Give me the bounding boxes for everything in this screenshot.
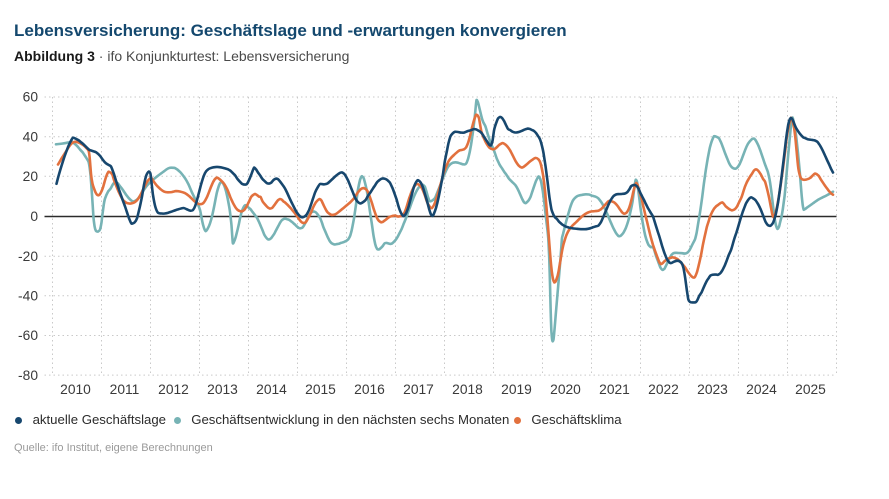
svg-text:20: 20 <box>23 169 39 184</box>
svg-text:2024: 2024 <box>746 382 777 397</box>
svg-text:2015: 2015 <box>305 382 336 397</box>
svg-text:60: 60 <box>23 90 39 105</box>
svg-text:2019: 2019 <box>501 382 532 397</box>
svg-text:2023: 2023 <box>697 382 728 397</box>
svg-text:2013: 2013 <box>207 382 238 397</box>
svg-text:2018: 2018 <box>452 382 483 397</box>
svg-text:2017: 2017 <box>403 382 434 397</box>
svg-text:0: 0 <box>30 209 38 224</box>
svg-text:2012: 2012 <box>158 382 189 397</box>
svg-text:2020: 2020 <box>550 382 581 397</box>
svg-text:2014: 2014 <box>256 382 287 397</box>
svg-text:2011: 2011 <box>110 382 140 397</box>
svg-text:40: 40 <box>23 129 39 144</box>
svg-text:-80: -80 <box>18 368 38 383</box>
svg-text:2010: 2010 <box>60 382 91 397</box>
svg-text:2021: 2021 <box>599 382 630 397</box>
svg-text:2025: 2025 <box>795 382 826 397</box>
svg-text:2022: 2022 <box>648 382 679 397</box>
svg-text:-60: -60 <box>18 328 38 343</box>
svg-text:-40: -40 <box>18 289 38 304</box>
svg-text:2016: 2016 <box>354 382 385 397</box>
svg-text:-20: -20 <box>18 249 38 264</box>
